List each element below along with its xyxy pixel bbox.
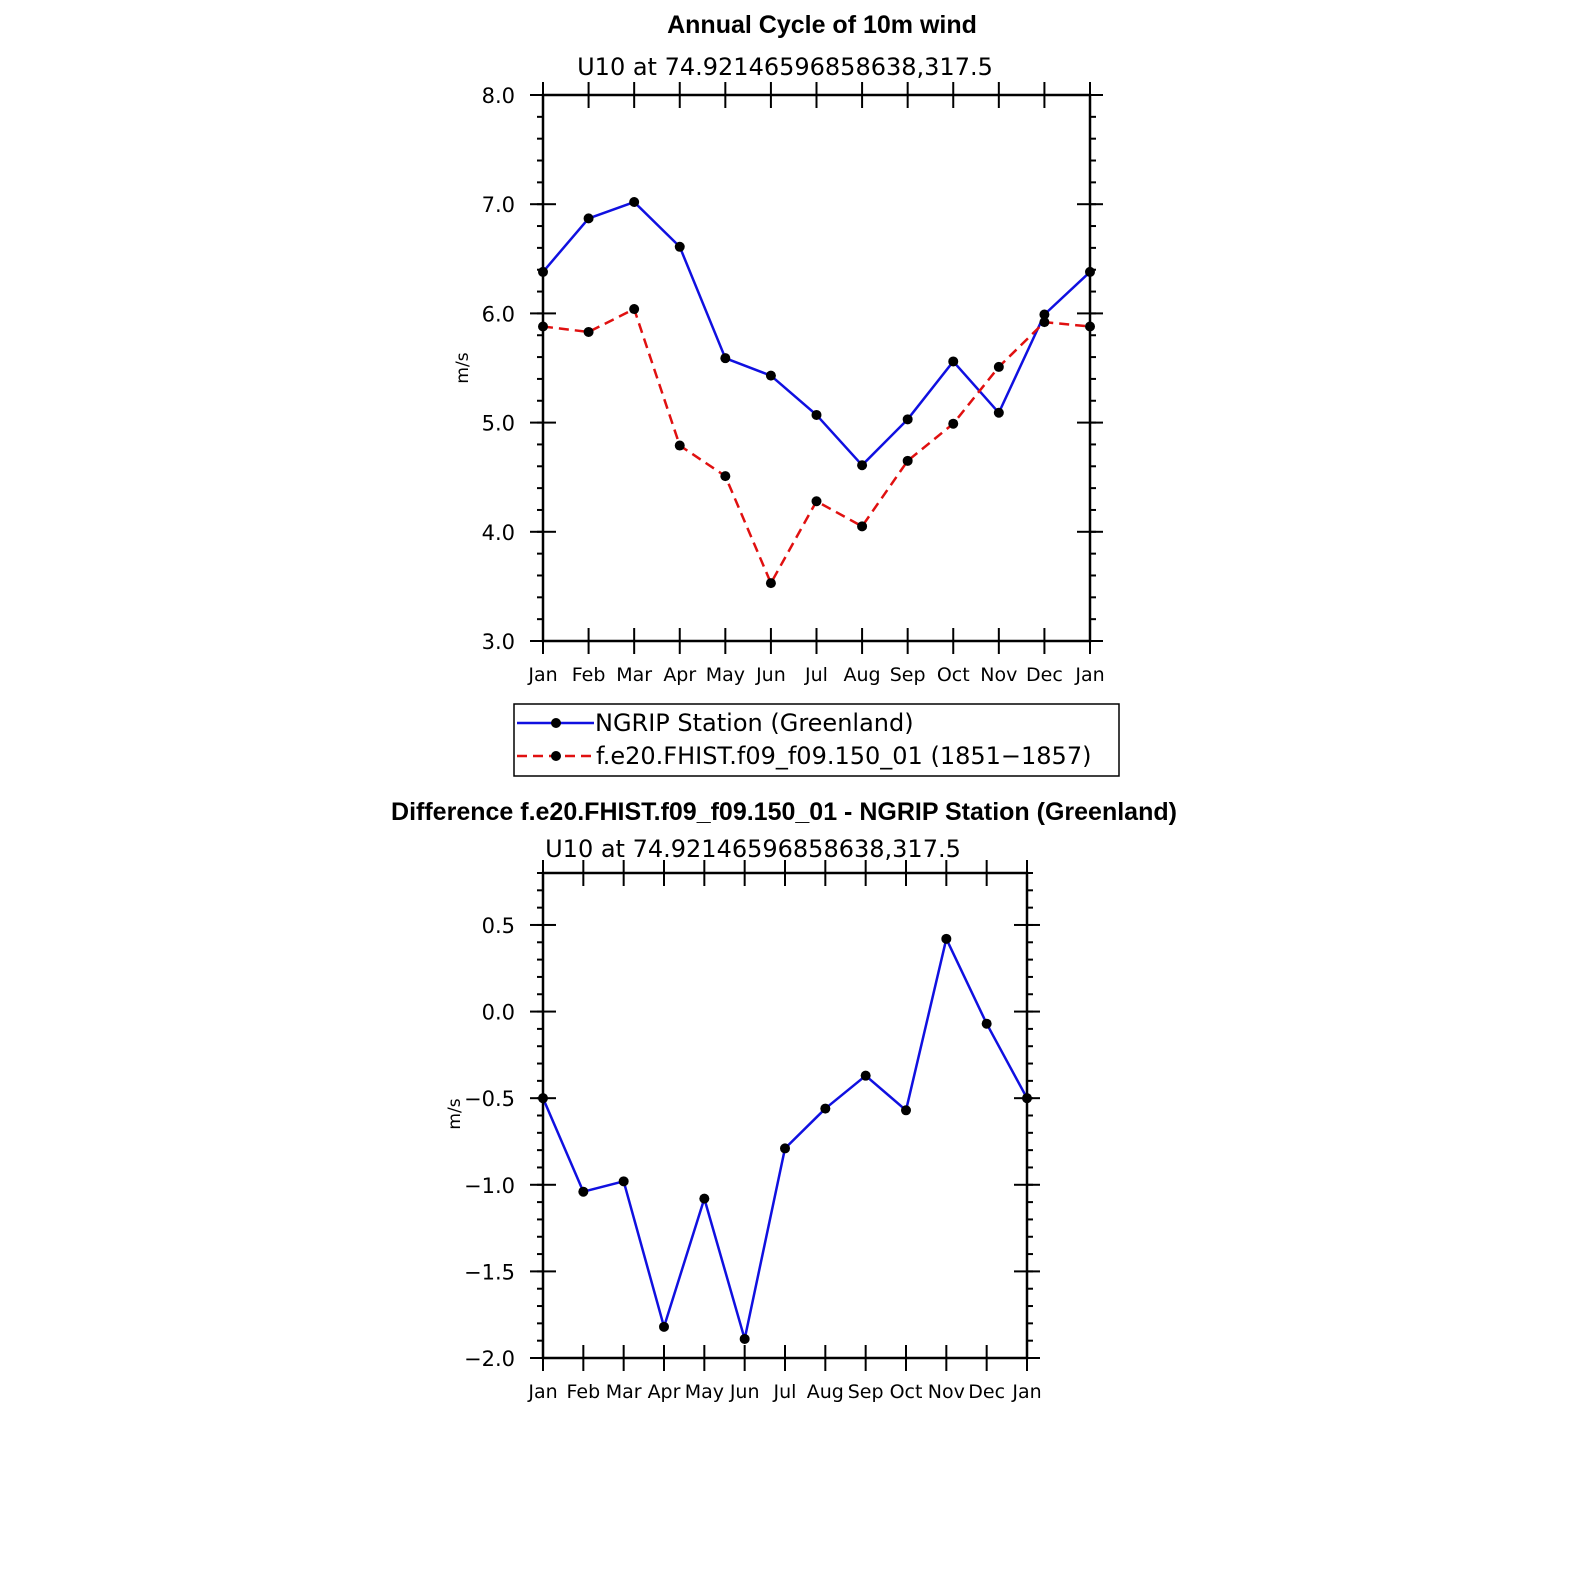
data-point bbox=[739, 1333, 750, 1344]
data-point bbox=[857, 521, 868, 532]
x-tick-label: Apr bbox=[663, 664, 696, 686]
legend-label-model: f.e20.FHIST.f09_f09.150_01 (1851−1857) bbox=[596, 742, 1091, 770]
data-point bbox=[901, 1105, 911, 1116]
data-point bbox=[699, 1193, 710, 1204]
series-line-0 bbox=[541, 937, 1029, 1341]
x-tick-label: Feb bbox=[567, 1381, 601, 1403]
y-tick-label: 3.0 bbox=[482, 630, 515, 654]
data-point bbox=[941, 933, 952, 944]
data-point bbox=[811, 496, 822, 507]
plot-frame bbox=[541, 93, 1092, 643]
x-tick-label: May bbox=[706, 664, 745, 686]
data-point bbox=[720, 471, 731, 482]
data-point bbox=[720, 353, 731, 364]
data-point bbox=[902, 414, 913, 425]
x-tick-label: Apr bbox=[648, 1381, 681, 1403]
x-tick-label: Aug bbox=[807, 1381, 844, 1403]
x-tick-label: Jun bbox=[729, 1381, 760, 1403]
data-point bbox=[820, 1103, 831, 1114]
x-tick-label: Jan bbox=[1074, 664, 1104, 686]
legend-label-ngrip: NGRIP Station (Greenland) bbox=[595, 709, 914, 737]
data-point bbox=[981, 1018, 992, 1029]
x-tick-label: Sep bbox=[890, 664, 926, 686]
x-tick-label: Oct bbox=[937, 664, 970, 686]
x-tick-label: Dec bbox=[1026, 664, 1063, 686]
y-tick-label: 4.0 bbox=[482, 521, 515, 545]
data-point bbox=[1039, 317, 1050, 328]
data-point bbox=[765, 370, 776, 381]
y-tick-label: −0.5 bbox=[464, 1087, 515, 1111]
data-point bbox=[948, 356, 959, 367]
y-tick-label: −1.0 bbox=[464, 1174, 515, 1198]
x-tick-label: Aug bbox=[844, 664, 881, 686]
y-tick-label: 5.0 bbox=[482, 412, 515, 436]
data-point bbox=[993, 407, 1004, 418]
x-tick-label: Jun bbox=[755, 664, 786, 686]
x-tick-label: Jan bbox=[1011, 1381, 1041, 1403]
data-point bbox=[857, 460, 868, 471]
data-point bbox=[629, 197, 640, 208]
legend-box bbox=[513, 703, 1120, 777]
y-tick-label: −2.0 bbox=[464, 1347, 515, 1371]
data-point bbox=[993, 361, 1004, 372]
y-axis-label: m/s bbox=[445, 1098, 465, 1129]
y-axis-label: m/s bbox=[453, 352, 473, 383]
chart-subtitle: U10 at 74.92146596858638,317.5 bbox=[545, 835, 961, 863]
data-point bbox=[860, 1070, 871, 1081]
x-tick-label: Feb bbox=[572, 664, 606, 686]
data-point bbox=[583, 326, 594, 337]
x-tick-label: Jul bbox=[804, 664, 828, 686]
x-tick-label: Dec bbox=[968, 1381, 1005, 1403]
data-point bbox=[578, 1186, 589, 1197]
y-tick-label: 6.0 bbox=[482, 302, 515, 326]
y-tick-label: −1.5 bbox=[464, 1260, 515, 1284]
series-line-0 bbox=[542, 200, 1091, 467]
data-point bbox=[948, 418, 959, 429]
difference-chart: Difference f.e20.FHIST.f09_f09.150_01 - … bbox=[391, 798, 1177, 1403]
series-line-1 bbox=[542, 307, 1091, 585]
x-tick-label: Oct bbox=[890, 1381, 923, 1403]
data-point bbox=[902, 455, 913, 466]
data-point bbox=[674, 440, 685, 451]
data-point bbox=[811, 409, 822, 420]
legend-marker-model bbox=[551, 751, 561, 761]
chart-subtitle: U10 at 74.92146596858638,317.5 bbox=[577, 53, 993, 81]
y-tick-label: 0.0 bbox=[482, 1001, 515, 1025]
data-point bbox=[1039, 309, 1050, 320]
y-tick-label: 7.0 bbox=[482, 193, 515, 217]
legend-marker-ngrip bbox=[551, 718, 561, 728]
x-tick-label: Mar bbox=[616, 664, 652, 686]
data-point bbox=[629, 304, 640, 315]
data-point bbox=[674, 241, 685, 252]
x-tick-label: Jul bbox=[773, 1381, 797, 1403]
x-tick-label: May bbox=[685, 1381, 724, 1403]
x-tick-label: Jan bbox=[527, 664, 557, 686]
x-tick-label: Jan bbox=[527, 1381, 557, 1403]
y-tick-label: 0.5 bbox=[482, 914, 515, 938]
data-point bbox=[583, 213, 594, 224]
data-point bbox=[780, 1143, 790, 1154]
y-tick-label: 8.0 bbox=[482, 84, 515, 108]
x-tick-label: Nov bbox=[980, 664, 1017, 686]
annual-cycle-chart: Annual Cycle of 10m wind U10 at 74.92146… bbox=[453, 11, 1120, 777]
plot-frame bbox=[541, 871, 1029, 1360]
data-point bbox=[659, 1321, 669, 1332]
x-tick-label: Sep bbox=[848, 1381, 884, 1403]
data-point bbox=[765, 578, 776, 589]
chart-title: Difference f.e20.FHIST.f09_f09.150_01 - … bbox=[391, 798, 1177, 826]
x-tick-label: Nov bbox=[928, 1381, 965, 1403]
x-tick-label: Mar bbox=[606, 1381, 642, 1403]
legend: NGRIP Station (Greenland) f.e20.FHIST.f0… bbox=[513, 703, 1120, 777]
chart-title: Annual Cycle of 10m wind bbox=[667, 11, 977, 39]
data-point bbox=[618, 1176, 629, 1187]
